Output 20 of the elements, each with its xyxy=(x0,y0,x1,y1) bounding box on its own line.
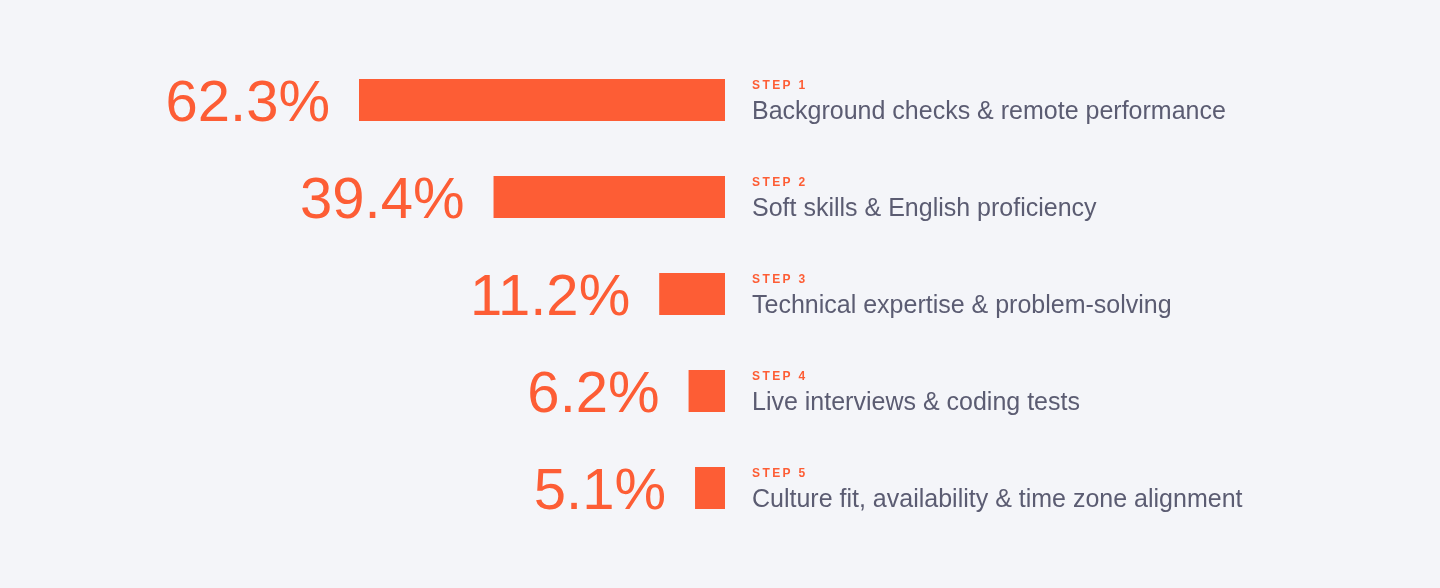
y-tick-label: Technical expertise & problem-solving xyxy=(752,289,1172,318)
y-tick-label: Background checks & remote performance xyxy=(752,95,1226,124)
y-tick-label: Soft skills & English proficiency xyxy=(752,192,1098,221)
bar xyxy=(659,273,725,315)
data-label: 11.2% xyxy=(470,262,631,327)
text: STEP 3 xyxy=(752,272,808,286)
bar xyxy=(688,370,725,412)
text: STEP 1 xyxy=(752,78,808,92)
text: STEP 2 xyxy=(752,175,808,189)
data-label: 62.3% xyxy=(165,68,330,133)
bar xyxy=(359,79,725,121)
data-label: 39.4% xyxy=(300,165,465,230)
y-tick-label: Live interviews & coding tests xyxy=(752,386,1080,415)
bar xyxy=(695,467,725,509)
y-tick-label: Culture fit, availability & time zone alignment xyxy=(752,483,1243,512)
data-label: 6.2% xyxy=(527,359,660,424)
text: STEP 4 xyxy=(752,369,808,383)
data-label: 5.1% xyxy=(533,456,667,521)
bar xyxy=(493,176,725,218)
text: STEP 5 xyxy=(752,466,808,480)
